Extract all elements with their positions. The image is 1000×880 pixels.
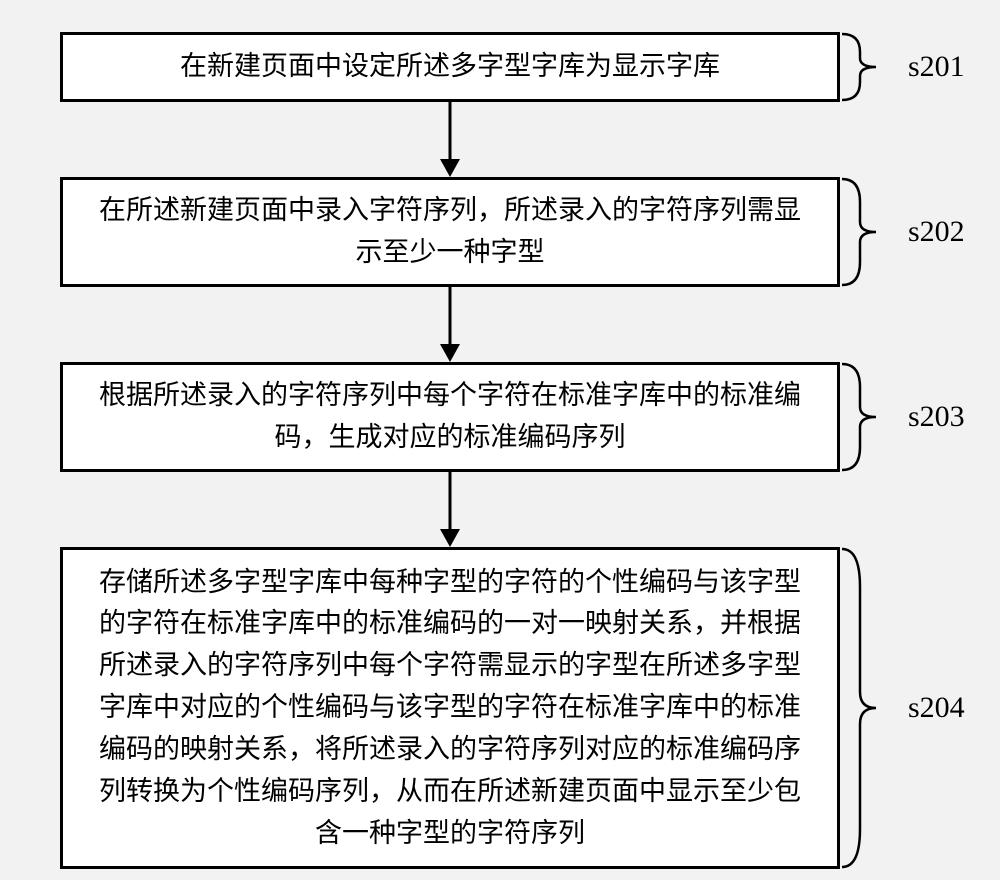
step-box-4: 存储所述多字型字库中每种字型的字符的个性编码与该字型的字符在标准字库中的标准编码…	[60, 547, 840, 869]
arrow-line-1	[449, 102, 452, 159]
step-label-2: s202	[908, 215, 965, 249]
step-text-2: 在所述新建页面中录入字符序列，所述录入的字符序列需显示至少一种字型	[87, 190, 813, 274]
step-text-3: 根据所述录入的字符序列中每个字符在标准字库中的标准编码，生成对应的标准编码序列	[87, 375, 813, 459]
step-text-4: 存储所述多字型字库中每种字型的字符的个性编码与该字型的字符在标准字库中的标准编码…	[87, 562, 813, 855]
arrow-head-2	[440, 344, 460, 362]
flowchart-canvas: 在新建页面中设定所述多字型字库为显示字库 s201 在所述新建页面中录入字符序列…	[0, 0, 1000, 880]
step-box-2: 在所述新建页面中录入字符序列，所述录入的字符序列需显示至少一种字型	[60, 177, 840, 287]
bracket-3	[838, 362, 908, 472]
label-text-1: s201	[908, 50, 965, 84]
step-box-1: 在新建页面中设定所述多字型字库为显示字库	[60, 32, 840, 102]
arrow-head-3	[440, 529, 460, 547]
step-label-4: s204	[908, 691, 965, 725]
label-text-3: s203	[908, 400, 965, 434]
bracket-2	[838, 177, 908, 287]
label-text-2: s202	[908, 215, 965, 249]
arrow-line-3	[449, 472, 452, 529]
step-label-3: s203	[908, 400, 965, 434]
step-label-1: s201	[908, 50, 965, 84]
arrow-line-2	[449, 287, 452, 344]
bracket-4	[838, 547, 908, 869]
label-text-4: s204	[908, 691, 965, 725]
step-box-3: 根据所述录入的字符序列中每个字符在标准字库中的标准编码，生成对应的标准编码序列	[60, 362, 840, 472]
arrow-head-1	[440, 159, 460, 177]
bracket-1	[838, 32, 908, 102]
step-text-1: 在新建页面中设定所述多字型字库为显示字库	[180, 46, 720, 88]
